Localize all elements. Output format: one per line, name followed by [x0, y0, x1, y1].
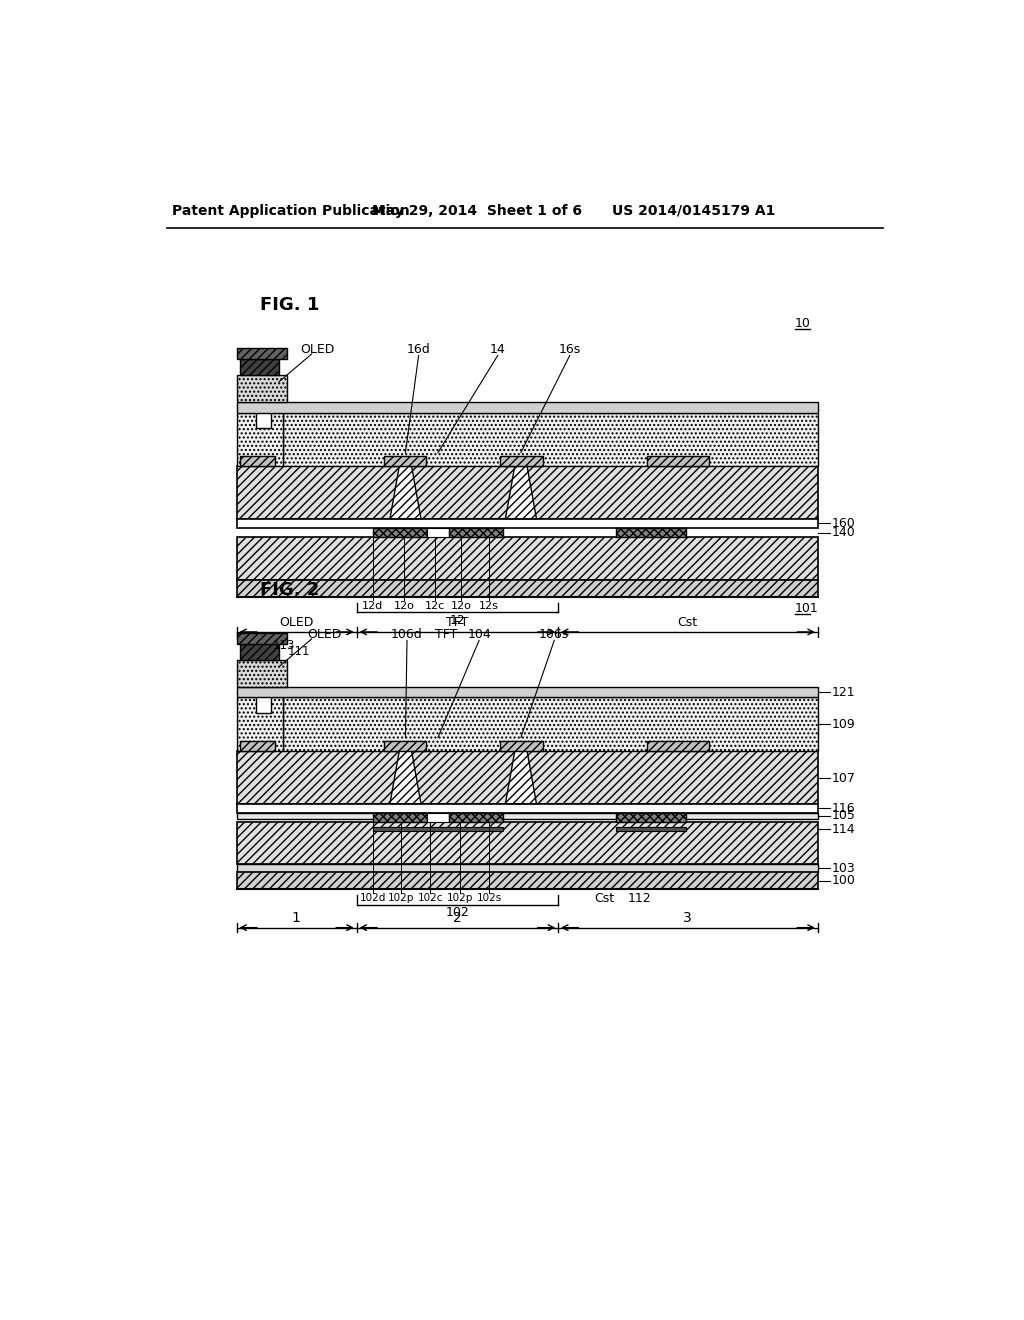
- Text: OLED: OLED: [301, 343, 335, 356]
- Text: OLED: OLED: [307, 628, 341, 640]
- Bar: [616, 528, 686, 537]
- Bar: [237, 519, 818, 528]
- Bar: [373, 826, 503, 832]
- Text: FIG. 2: FIG. 2: [260, 581, 319, 598]
- Text: 107: 107: [831, 772, 856, 785]
- Text: 12o: 12o: [393, 601, 415, 611]
- Bar: [384, 455, 426, 466]
- Polygon shape: [506, 751, 537, 804]
- Text: FIG. 1: FIG. 1: [260, 296, 319, 314]
- Text: 100: 100: [831, 874, 856, 887]
- Text: 109: 109: [831, 718, 855, 731]
- Bar: [237, 873, 818, 890]
- Text: 12c: 12c: [425, 601, 445, 611]
- Bar: [237, 348, 287, 359]
- Polygon shape: [237, 412, 283, 466]
- Bar: [237, 632, 287, 644]
- Text: US 2014/0145179 A1: US 2014/0145179 A1: [612, 203, 775, 218]
- Bar: [616, 826, 686, 832]
- Text: Cst: Cst: [595, 892, 614, 906]
- Bar: [237, 822, 818, 865]
- Text: 114: 114: [831, 822, 855, 836]
- Bar: [237, 865, 818, 873]
- Bar: [449, 528, 503, 537]
- Text: 104: 104: [467, 628, 490, 640]
- Text: 112: 112: [628, 892, 651, 906]
- Text: 3: 3: [683, 911, 692, 925]
- Bar: [237, 375, 287, 401]
- Bar: [449, 813, 503, 822]
- Text: May 29, 2014  Sheet 1 of 6: May 29, 2014 Sheet 1 of 6: [372, 203, 582, 218]
- Bar: [237, 751, 818, 804]
- Text: 12o: 12o: [451, 601, 472, 611]
- Bar: [237, 466, 818, 519]
- Text: Patent Application Publication: Patent Application Publication: [172, 203, 410, 218]
- Text: 102d: 102d: [359, 894, 386, 903]
- Text: 102c: 102c: [418, 894, 443, 903]
- Bar: [500, 741, 543, 751]
- Bar: [427, 528, 449, 537]
- Text: TFT: TFT: [446, 616, 469, 630]
- Bar: [427, 813, 449, 822]
- Polygon shape: [506, 466, 537, 519]
- Text: 101: 101: [795, 602, 818, 615]
- Bar: [237, 813, 818, 818]
- Text: 1: 1: [292, 911, 301, 925]
- Bar: [237, 401, 818, 412]
- Bar: [373, 813, 427, 822]
- Text: 2: 2: [453, 911, 462, 925]
- Text: 12: 12: [450, 614, 465, 627]
- Bar: [237, 579, 818, 597]
- Text: 116: 116: [831, 801, 855, 814]
- Bar: [283, 697, 818, 751]
- Bar: [241, 741, 275, 751]
- Bar: [237, 804, 818, 813]
- Polygon shape: [237, 697, 283, 751]
- Bar: [241, 359, 280, 375]
- Text: 12d: 12d: [362, 601, 384, 611]
- Text: 106d: 106d: [391, 628, 423, 640]
- Bar: [241, 455, 275, 466]
- Text: 140: 140: [831, 527, 855, 539]
- Text: 14: 14: [489, 343, 506, 356]
- Text: 16d: 16d: [407, 343, 430, 356]
- Text: 105: 105: [831, 809, 856, 822]
- Text: 102s: 102s: [476, 894, 502, 903]
- Polygon shape: [390, 751, 421, 804]
- Text: 102p: 102p: [388, 894, 414, 903]
- Text: OLED: OLED: [279, 616, 313, 630]
- Text: Cst: Cst: [678, 616, 697, 630]
- Text: 102p: 102p: [446, 894, 473, 903]
- Bar: [237, 537, 818, 579]
- Text: 113: 113: [272, 639, 295, 652]
- Text: 121: 121: [831, 685, 855, 698]
- Bar: [647, 741, 710, 751]
- Text: 12s: 12s: [479, 601, 499, 611]
- Polygon shape: [390, 466, 421, 519]
- Bar: [241, 644, 280, 660]
- Bar: [373, 528, 427, 537]
- Bar: [384, 741, 426, 751]
- Text: 10: 10: [795, 317, 810, 330]
- Text: 111: 111: [288, 644, 310, 657]
- Bar: [616, 813, 686, 822]
- Text: 103: 103: [831, 862, 855, 875]
- Text: TFT: TFT: [434, 628, 457, 640]
- Bar: [500, 455, 543, 466]
- Bar: [283, 412, 818, 466]
- Text: 16s: 16s: [559, 343, 581, 356]
- Text: 106s: 106s: [539, 628, 569, 640]
- Text: 102: 102: [445, 907, 469, 920]
- Bar: [237, 660, 287, 686]
- Bar: [237, 686, 818, 697]
- Bar: [647, 455, 710, 466]
- Text: 160: 160: [831, 517, 855, 529]
